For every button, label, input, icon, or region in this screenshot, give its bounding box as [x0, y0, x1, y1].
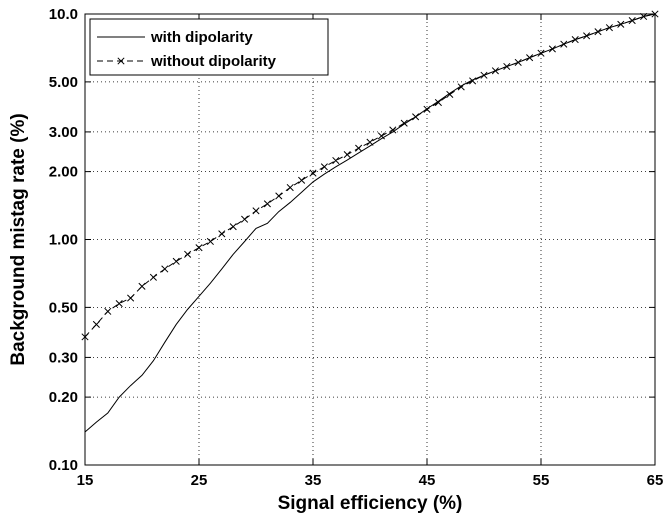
- y-tick-label: 2.00: [49, 164, 78, 181]
- legend: with dipolarity without dipolarity: [89, 18, 329, 76]
- data-point-without-dipolarity: [537, 49, 545, 57]
- data-point-without-dipolarity: [628, 17, 636, 25]
- data-point-without-dipolarity: [252, 207, 260, 215]
- data-point-without-dipolarity: [457, 83, 465, 91]
- data-point-without-dipolarity: [617, 20, 625, 28]
- y-tick-label: 0.10: [49, 457, 78, 474]
- legend-marker-without-dipolarity: [117, 57, 125, 65]
- data-point-without-dipolarity: [92, 320, 100, 329]
- data-point-without-dipolarity: [366, 138, 374, 146]
- data-point-without-dipolarity: [115, 299, 123, 308]
- data-point-without-dipolarity: [594, 28, 602, 36]
- data-point-without-dipolarity: [241, 215, 249, 223]
- grid-layer: [85, 14, 655, 465]
- data-point-without-dipolarity: [423, 105, 431, 113]
- ticks-layer: 15 25 35 45 55 65 0.10 0.20 0.30 0.50 1.00 2.00 3.00…: [49, 6, 664, 489]
- legend-label-without-dipolarity: without dipolarity: [150, 53, 277, 70]
- y-tick-label: 3.00: [49, 124, 78, 141]
- data-point-without-dipolarity: [172, 257, 180, 265]
- data-point-without-dipolarity: [320, 163, 328, 171]
- data-point-without-dipolarity: [491, 67, 499, 75]
- data-point-without-dipolarity: [298, 176, 306, 184]
- x-tick-label: 25: [191, 472, 208, 489]
- series-line-with-dipolarity: [84, 13, 656, 433]
- data-point-without-dipolarity: [434, 98, 442, 107]
- x-tick-label: 15: [77, 472, 94, 489]
- data-point-without-dipolarity: [548, 45, 556, 53]
- data-point-without-dipolarity: [571, 36, 579, 44]
- data-point-without-dipolarity: [343, 151, 351, 159]
- x-axis-label: Signal efficiency (%): [278, 493, 463, 514]
- data-point-without-dipolarity: [218, 230, 226, 238]
- data-point-without-dipolarity: [583, 32, 591, 40]
- data-point-without-dipolarity: [127, 294, 135, 302]
- data-point-without-dipolarity: [263, 200, 271, 208]
- data-point-without-dipolarity: [389, 126, 397, 134]
- data-point-without-dipolarity: [412, 113, 420, 121]
- data-point-without-dipolarity: [526, 54, 534, 62]
- data-point-without-dipolarity: [286, 183, 294, 192]
- x-tick-label: 55: [533, 472, 550, 489]
- data-point-without-dipolarity: [229, 223, 237, 231]
- data-point-without-dipolarity: [206, 237, 214, 246]
- data-point-without-dipolarity: [469, 77, 477, 85]
- data-point-without-dipolarity: [184, 250, 192, 258]
- data-point-without-dipolarity: [355, 144, 363, 152]
- data-point-without-dipolarity: [377, 132, 385, 140]
- data-point-without-dipolarity: [309, 169, 317, 177]
- y-tick-label: 5.00: [49, 74, 78, 91]
- series-markers-without-dipolarity: [81, 10, 659, 341]
- data-point-without-dipolarity: [195, 244, 203, 252]
- data-point-without-dipolarity: [514, 58, 522, 66]
- data-point-without-dipolarity: [275, 192, 283, 200]
- y-tick-label: 0.50: [49, 299, 78, 316]
- data-point-without-dipolarity: [149, 273, 157, 281]
- y-tick-label: 0.20: [49, 389, 78, 406]
- data-point-without-dipolarity: [446, 90, 454, 98]
- x-tick-label: 65: [647, 472, 664, 489]
- data-point-without-dipolarity: [138, 282, 146, 290]
- series-line-without-dipolarity: [84, 13, 656, 338]
- legend-box: [89, 18, 329, 76]
- x-tick-label: 45: [419, 472, 436, 489]
- y-tick-label: 10.0: [49, 6, 78, 23]
- data-point-without-dipolarity: [503, 62, 511, 71]
- data-point-without-dipolarity: [560, 40, 568, 48]
- data-point-without-dipolarity: [605, 24, 613, 32]
- data-point-without-dipolarity: [161, 265, 169, 273]
- x-tick-label: 35: [305, 472, 322, 489]
- y-tick-label: 1.00: [49, 232, 78, 249]
- data-point-without-dipolarity: [104, 307, 112, 315]
- data-point-without-dipolarity: [332, 156, 340, 165]
- legend-marker-cross: [117, 57, 125, 65]
- data-point-without-dipolarity: [400, 119, 408, 127]
- y-axis-label: Background mistag rate (%): [8, 113, 29, 365]
- legend-label-with-dipolarity: with dipolarity: [150, 29, 253, 46]
- data-point-without-dipolarity: [480, 71, 488, 79]
- y-tick-label: 0.30: [49, 349, 78, 366]
- lines-layer: [81, 10, 659, 433]
